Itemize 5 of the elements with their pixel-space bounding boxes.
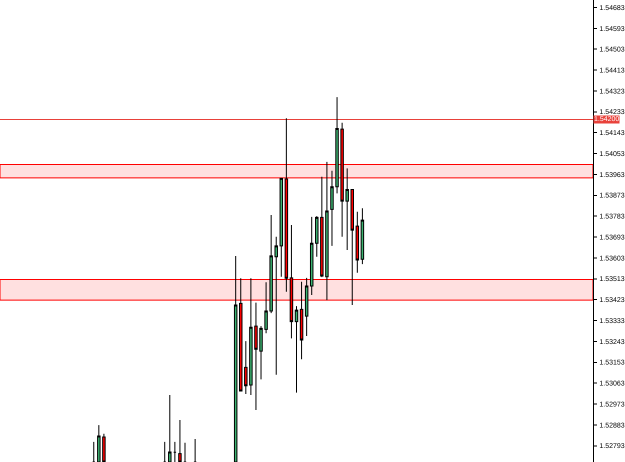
candlestick: [168, 394, 172, 462]
candlestick: [173, 441, 177, 462]
candlestick: [294, 306, 298, 394]
candlestick: [330, 170, 334, 246]
candlestick: [178, 420, 182, 462]
